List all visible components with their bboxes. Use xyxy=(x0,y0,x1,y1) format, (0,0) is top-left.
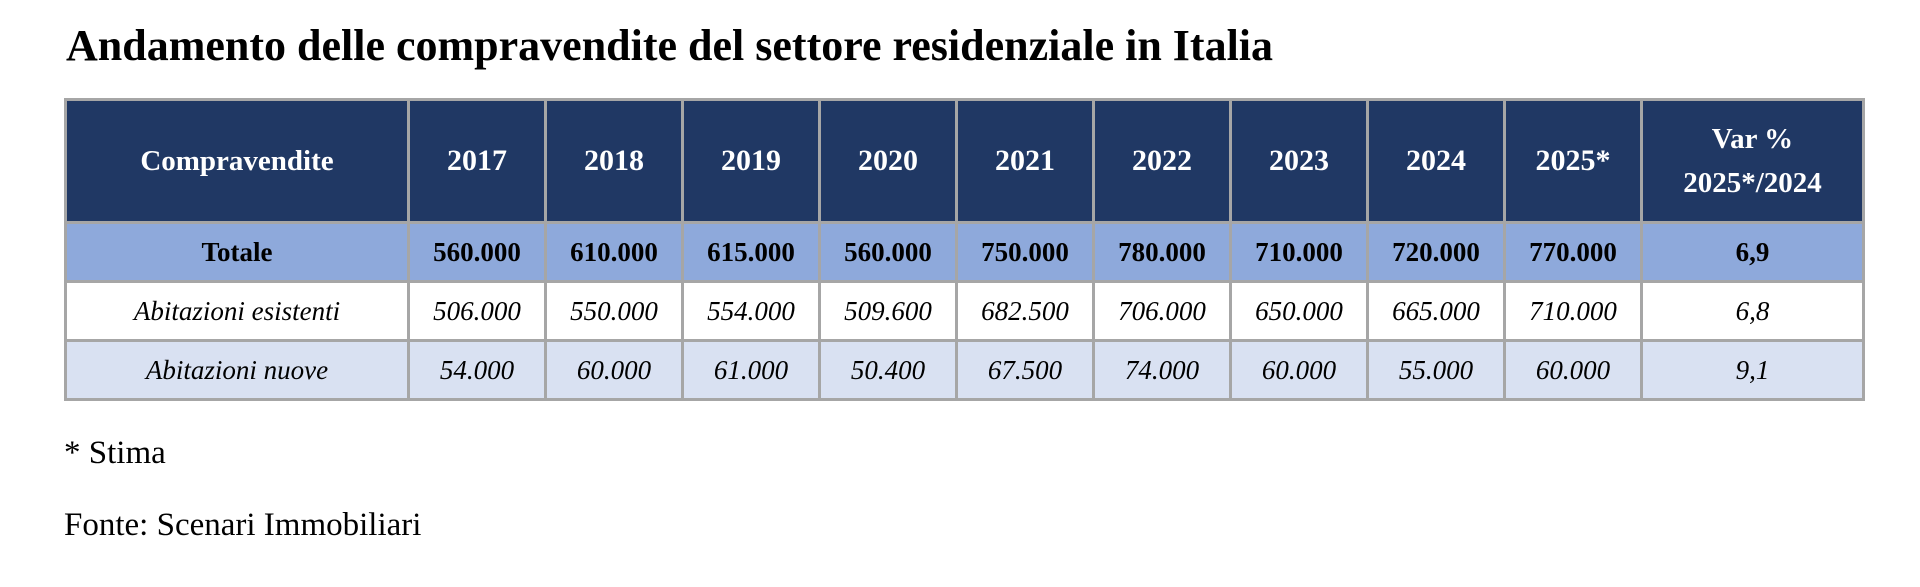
table-cell: 750.000 xyxy=(955,221,1095,283)
table-cell: 506.000 xyxy=(407,280,547,342)
column-header-2025: 2025* xyxy=(1503,98,1643,224)
source-note: Fonte: Scenari Immobiliari xyxy=(64,507,422,543)
table-cell: 55.000 xyxy=(1366,339,1506,401)
column-header-2023: 2023 xyxy=(1229,98,1369,224)
table-cell: 60.000 xyxy=(544,339,684,401)
table-cell: 54.000 xyxy=(407,339,547,401)
footnote-stima: * Stima xyxy=(64,435,166,471)
table-cell: 720.000 xyxy=(1366,221,1506,283)
table-cell: 560.000 xyxy=(818,221,958,283)
table-cell: 615.000 xyxy=(681,221,821,283)
column-header-var: Var % 2025*/2024 xyxy=(1640,98,1865,224)
column-header-2018: 2018 xyxy=(544,98,684,224)
table-cell: 682.500 xyxy=(955,280,1095,342)
table-header-row: Compravendite 2017 2018 2019 2020 2021 2… xyxy=(64,98,1865,224)
table-cell: 50.400 xyxy=(818,339,958,401)
table-cell: 610.000 xyxy=(544,221,684,283)
table-cell: 554.000 xyxy=(681,280,821,342)
table-cell: 710.000 xyxy=(1503,280,1643,342)
column-header-2024: 2024 xyxy=(1366,98,1506,224)
table-cell: 710.000 xyxy=(1229,221,1369,283)
table-row-abitazioni-nuove: Abitazioni nuove 54.000 60.000 61.000 50… xyxy=(64,339,1865,401)
table-cell: 509.600 xyxy=(818,280,958,342)
column-header-2017: 2017 xyxy=(407,98,547,224)
var-cell: 6,8 xyxy=(1640,280,1865,342)
table-cell: 770.000 xyxy=(1503,221,1643,283)
column-header-var-line2: 2025*/2024 xyxy=(1683,167,1822,199)
var-cell: 9,1 xyxy=(1640,339,1865,401)
column-header-var-line1: Var % xyxy=(1711,123,1794,155)
table-cell: 74.000 xyxy=(1092,339,1232,401)
table-cell: 67.500 xyxy=(955,339,1095,401)
row-label: Abitazioni nuove xyxy=(64,339,410,401)
var-cell: 6,9 xyxy=(1640,221,1865,283)
table-row-abitazioni-esistenti: Abitazioni esistenti 506.000 550.000 554… xyxy=(64,280,1865,342)
table-cell: 706.000 xyxy=(1092,280,1232,342)
page-title: Andamento delle compravendite del settor… xyxy=(66,21,1274,70)
table-cell: 665.000 xyxy=(1366,280,1506,342)
column-header-2022: 2022 xyxy=(1092,98,1232,224)
table-cell: 780.000 xyxy=(1092,221,1232,283)
row-label: Abitazioni esistenti xyxy=(64,280,410,342)
column-header-2020: 2020 xyxy=(818,98,958,224)
column-header-compravendite: Compravendite xyxy=(64,98,410,224)
table-cell: 61.000 xyxy=(681,339,821,401)
row-label: Totale xyxy=(64,221,410,283)
table-cell: 60.000 xyxy=(1503,339,1643,401)
table-cell: 60.000 xyxy=(1229,339,1369,401)
table-row-totale: Totale 560.000 610.000 615.000 560.000 7… xyxy=(64,221,1865,283)
table-cell: 550.000 xyxy=(544,280,684,342)
table-cell: 650.000 xyxy=(1229,280,1369,342)
sales-table: Compravendite 2017 2018 2019 2020 2021 2… xyxy=(64,98,1865,401)
table-cell: 560.000 xyxy=(407,221,547,283)
column-header-2021: 2021 xyxy=(955,98,1095,224)
table-container: Compravendite 2017 2018 2019 2020 2021 2… xyxy=(64,98,1865,401)
column-header-2019: 2019 xyxy=(681,98,821,224)
